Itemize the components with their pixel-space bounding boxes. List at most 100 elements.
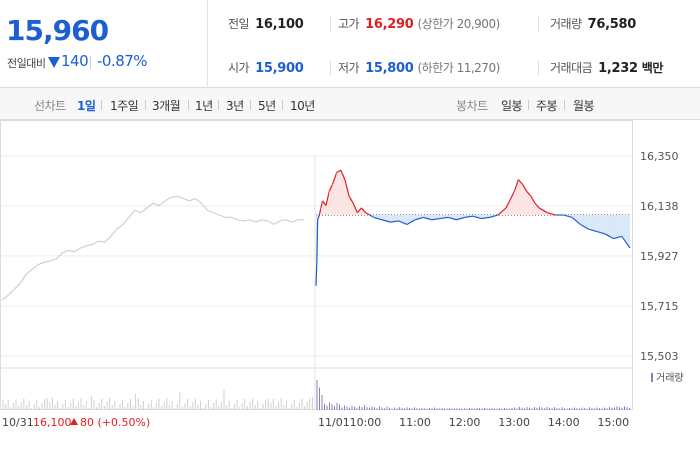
prev-day-change-label: 80 (+0.50%) (80, 416, 150, 429)
tab-divider (250, 100, 251, 110)
previous-day-line (1, 195, 304, 301)
loss-line-segment (398, 220, 408, 226)
gain-area (349, 196, 354, 216)
gain-line-segment (365, 212, 371, 216)
change-label: 전일대비 (7, 57, 46, 70)
tab-1w[interactable]: 1주일 (110, 99, 139, 113)
loss-line-segment (604, 233, 614, 240)
volume-legend-swatch (651, 373, 653, 382)
line-chart-label: 선차트 (34, 99, 66, 113)
gain-line-segment (547, 212, 556, 216)
gain-line-segment (538, 207, 548, 214)
gain-line-segment (497, 207, 507, 216)
up-arrow-icon (70, 418, 78, 425)
change-percent: -0.87% (97, 52, 148, 70)
y-tick-label: 15,503 (640, 350, 679, 363)
loss-area (588, 215, 597, 232)
gain-area (329, 184, 333, 216)
stat-sub: (상한가 20,900) (417, 17, 500, 31)
stat-value: 76,580 (587, 17, 637, 32)
gain-line-segment (530, 195, 536, 204)
stat-label: 고가 (338, 17, 360, 31)
stat-value: 16,290 (365, 17, 414, 32)
loss-line-segment (563, 214, 573, 218)
gain-area (518, 179, 523, 216)
stat-divider (330, 17, 331, 31)
change-divider (90, 56, 91, 69)
loss-line-segment (448, 216, 457, 221)
tab-3y[interactable]: 3년 (226, 99, 244, 113)
tab-monthly-candle[interactable]: 월봉 (573, 99, 595, 113)
tab-daily-candle[interactable]: 일봉 (501, 99, 523, 113)
gain-line-segment (526, 191, 532, 197)
loss-line-segment (596, 230, 606, 235)
gain-area (530, 196, 535, 216)
stat-low: 저가 15,800 (하한가 11,270) (338, 59, 500, 76)
gain-area (506, 191, 515, 216)
candle-chart-label: 봉차트 (456, 99, 488, 113)
gain-area (522, 184, 527, 216)
stat-label: 저가 (338, 61, 360, 75)
gain-line-segment (534, 202, 540, 209)
y-tick-label: 15,715 (640, 300, 679, 313)
gain-line-segment (344, 179, 350, 197)
tab-1d[interactable]: 1일 (77, 99, 96, 113)
stat-label: 시가 (228, 61, 250, 75)
loss-line-segment (381, 219, 391, 223)
loss-line-segment (489, 214, 498, 218)
volume-legend-label: 거래량 (656, 372, 684, 384)
gain-area (340, 170, 345, 216)
loss-line-segment (406, 219, 416, 225)
loss-line-segment (621, 235, 631, 249)
gain-area (344, 179, 350, 216)
loss-line-segment (315, 262, 318, 286)
x-tick-label: 14:00 (548, 416, 580, 429)
down-arrow-icon (48, 57, 60, 68)
loss-line-segment (423, 216, 432, 221)
loss-line-segment (414, 216, 424, 221)
change-amount: 140 (61, 52, 89, 70)
gain-line-segment (522, 184, 528, 192)
loss-line-segment (571, 216, 581, 225)
gain-line-segment (356, 207, 362, 214)
loss-line-segment (588, 228, 598, 233)
gain-line-segment (318, 207, 322, 216)
prev-day-date-label: 10/31 (2, 416, 34, 429)
stat-trade-value: 거래대금 1,232 백만 (550, 59, 663, 76)
x-tick-label: 15:00 (597, 416, 629, 429)
stat-high: 고가 16,290 (상한가 20,900) (338, 15, 500, 32)
loss-line-segment (316, 219, 319, 263)
stat-value: 15,800 (365, 61, 414, 76)
loss-line-segment (472, 215, 482, 220)
loss-line-segment (481, 216, 490, 220)
tab-divider (218, 100, 219, 110)
x-tick-label: 12:00 (449, 416, 481, 429)
prev-day-close-label: 16,100 (33, 416, 72, 429)
stat-value: 16,100 (255, 17, 304, 32)
gain-line-segment (513, 179, 520, 192)
loss-line-segment (431, 217, 441, 221)
loss-line-segment (456, 216, 465, 221)
gain-area (534, 203, 540, 216)
stat-label: 전일 (228, 17, 250, 31)
tab-5y[interactable]: 5년 (258, 99, 276, 113)
loss-area (613, 215, 622, 239)
x-tick-label: 13:00 (498, 416, 530, 429)
gain-line-segment (331, 172, 338, 185)
loss-line-segment (317, 214, 320, 220)
tab-3m[interactable]: 3개월 (152, 99, 181, 113)
tab-divider (188, 100, 189, 110)
stat-value: 1,232 (598, 61, 638, 76)
tab-divider (564, 100, 565, 110)
stat-divider (538, 17, 539, 31)
tab-weekly-candle[interactable]: 주봉 (536, 99, 558, 113)
tab-1y[interactable]: 1년 (195, 99, 213, 113)
gain-line-segment (340, 169, 346, 180)
gain-line-segment (352, 202, 358, 213)
stat-divider (538, 61, 539, 75)
gain-line-segment (517, 179, 524, 185)
loss-line-segment (439, 216, 449, 220)
tab-10y[interactable]: 10년 (290, 99, 315, 113)
